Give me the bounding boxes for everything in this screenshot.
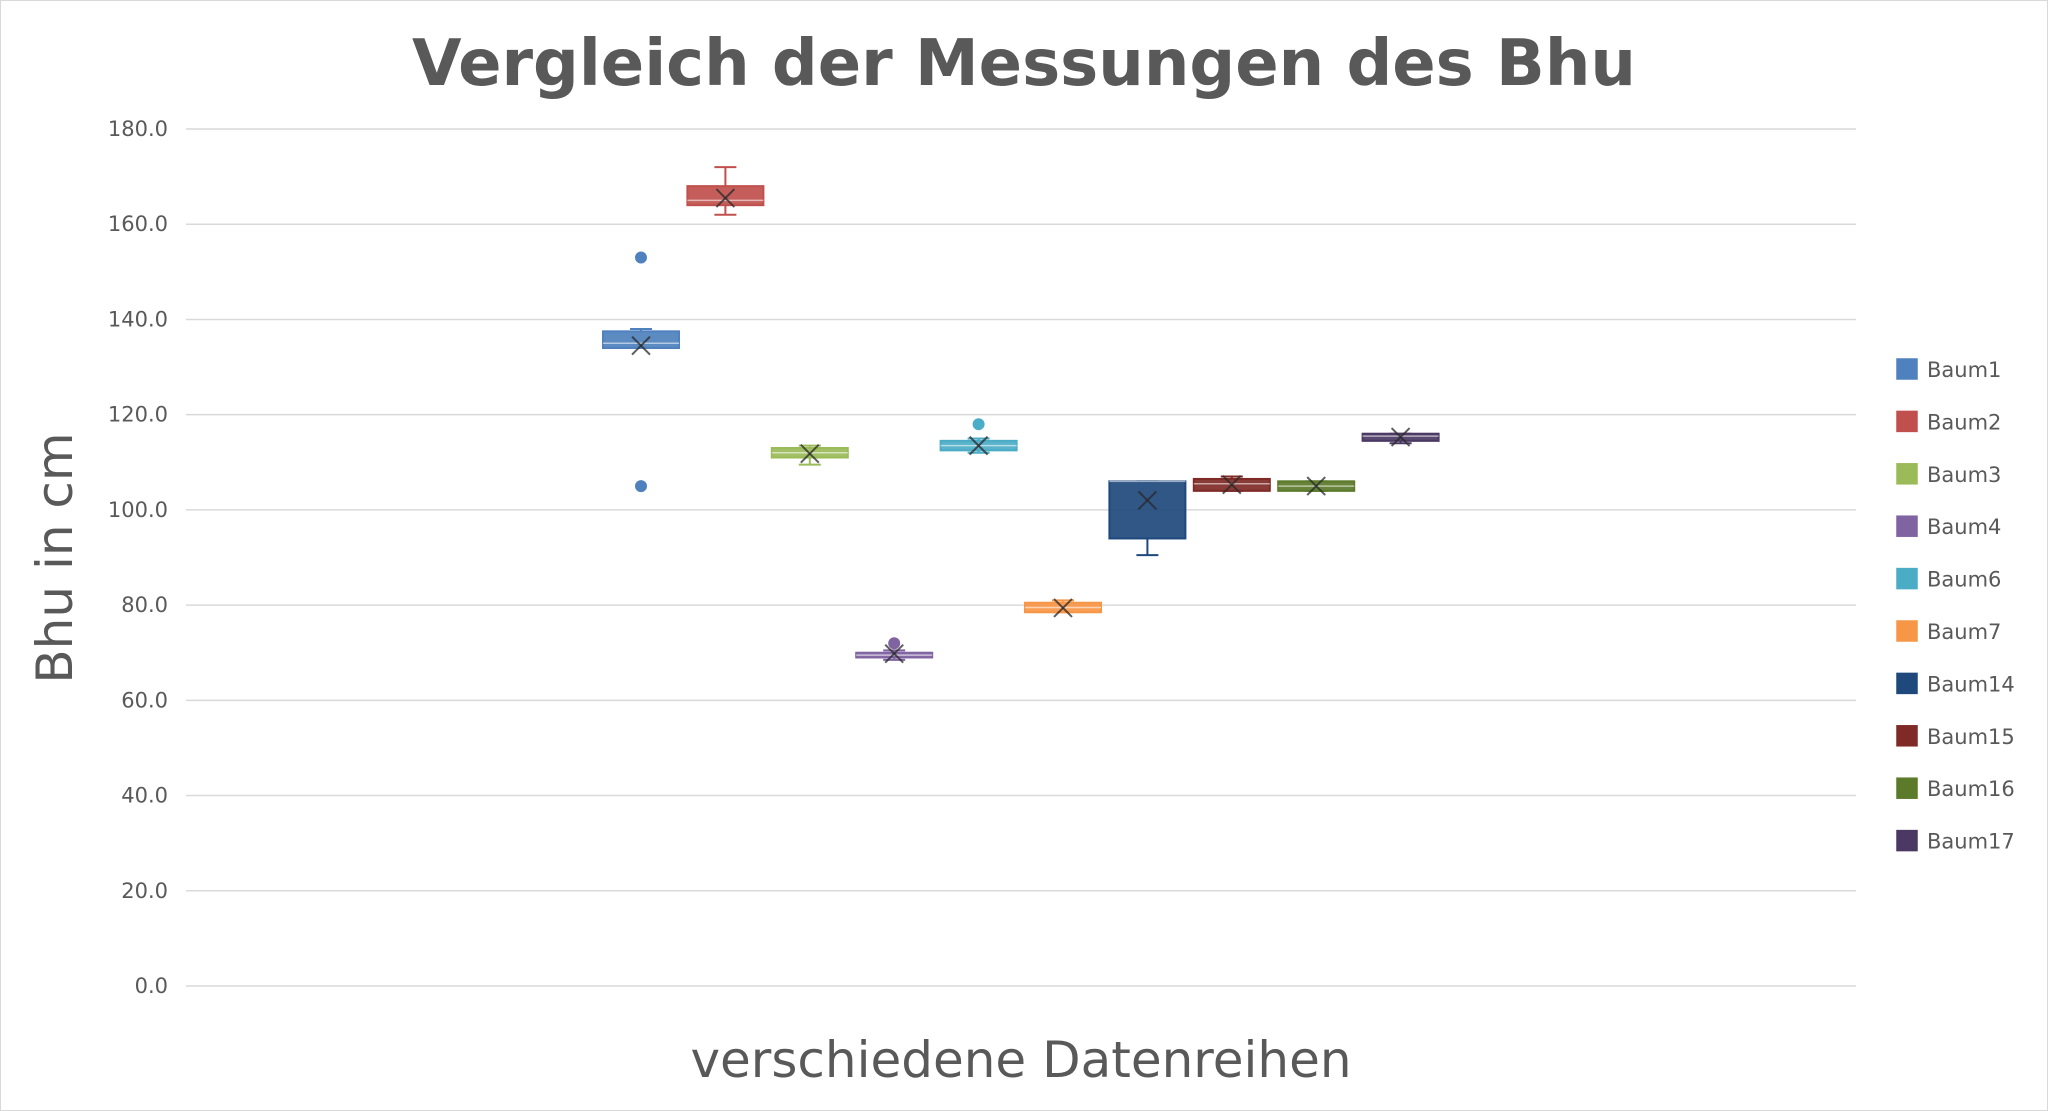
- x-axis-title: verschiedene Datenreihen: [690, 1031, 1351, 1089]
- gridlines: [186, 128, 1856, 987]
- box-baum15: [1192, 474, 1271, 495]
- legend-swatch: [1896, 410, 1918, 433]
- legend-swatch: [1896, 725, 1918, 747]
- legend-label: Baum17: [1927, 830, 2015, 854]
- y-axis-tick-labels: 0.0 20.0 40.0 60.0 80.0 100.0 120.0 140.0 160.0 1…: [108, 117, 168, 998]
- box-baum4: [855, 637, 934, 664]
- y-tick-label: 80.0: [121, 593, 168, 617]
- legend: Baum1 Baum2 Baum3 Baum4 Baum6 Baum7 Baum14 Baum…: [1896, 358, 2015, 854]
- legend-swatch: [1896, 620, 1918, 642]
- y-tick-label: 100.0: [108, 498, 168, 522]
- mean-marker: [968, 435, 989, 456]
- y-axis-title: Bhu in cm: [26, 432, 84, 683]
- box-baum14: [1108, 480, 1187, 557]
- outlier-point: [972, 418, 985, 431]
- box-baum2: [686, 166, 765, 216]
- legend-label: Baum6: [1927, 568, 2001, 592]
- legend-item-baum6: Baum6: [1896, 567, 2001, 592]
- mean-marker: [1306, 476, 1326, 496]
- legend-item-baum2: Baum2: [1896, 410, 2001, 434]
- box-series: [602, 166, 1440, 664]
- legend-label: Baum16: [1927, 777, 2015, 801]
- legend-item-baum17: Baum17: [1896, 829, 2015, 854]
- mean-marker: [715, 188, 736, 208]
- chart-title: Vergleich der Messungen des Bhu: [412, 27, 1636, 101]
- legend-item-baum16: Baum16: [1896, 777, 2015, 801]
- legend-swatch: [1896, 777, 1918, 799]
- y-tick-label: 180.0: [108, 117, 168, 141]
- legend-swatch: [1896, 463, 1918, 485]
- legend-label: Baum7: [1927, 620, 2001, 644]
- y-tick-label: 40.0: [121, 784, 168, 808]
- mean-marker: [1053, 598, 1073, 618]
- y-tick-label: 0.0: [135, 974, 168, 998]
- legend-swatch: [1896, 829, 1918, 852]
- outlier-point: [635, 251, 647, 264]
- outlier-point: [888, 637, 901, 650]
- legend-label: Baum2: [1927, 410, 2001, 434]
- legend-item-baum14: Baum14: [1896, 672, 2015, 696]
- mean-marker: [884, 643, 904, 664]
- legend-item-baum1: Baum1: [1896, 358, 2001, 382]
- y-tick-label: 20.0: [121, 879, 168, 903]
- legend-item-baum15: Baum15: [1896, 725, 2015, 749]
- mean-marker: [800, 444, 820, 464]
- y-tick-label: 140.0: [108, 307, 168, 331]
- legend-swatch: [1896, 358, 1918, 380]
- y-tick-label: 60.0: [121, 688, 168, 712]
- y-tick-label: 120.0: [108, 403, 168, 427]
- legend-label: Baum15: [1927, 725, 2015, 749]
- y-tick-label: 160.0: [108, 212, 168, 236]
- mean-marker: [631, 335, 651, 356]
- outlier-point: [635, 480, 647, 493]
- legend-item-baum7: Baum7: [1896, 620, 2001, 644]
- iqr-box: [686, 185, 765, 207]
- legend-label: Baum3: [1927, 463, 2001, 487]
- box-baum6: [939, 418, 1018, 456]
- box-baum3: [770, 444, 849, 466]
- legend-label: Baum1: [1927, 358, 2001, 382]
- box-baum17: [1361, 427, 1440, 447]
- iqr-box: [1108, 480, 1187, 540]
- legend-item-baum3: Baum3: [1896, 463, 2001, 487]
- legend-item-baum4: Baum4: [1896, 515, 2001, 539]
- legend-swatch: [1896, 515, 1918, 537]
- mean-marker: [1222, 474, 1242, 495]
- legend-label: Baum14: [1927, 672, 2015, 696]
- legend-swatch: [1896, 672, 1918, 695]
- box-baum7: [1024, 598, 1102, 618]
- legend-swatch: [1896, 567, 1918, 590]
- box-baum16: [1277, 476, 1356, 496]
- box-baum1: [602, 251, 680, 493]
- legend-label: Baum4: [1927, 515, 2001, 539]
- mean-marker: [1137, 490, 1158, 511]
- mean-marker: [1390, 427, 1411, 447]
